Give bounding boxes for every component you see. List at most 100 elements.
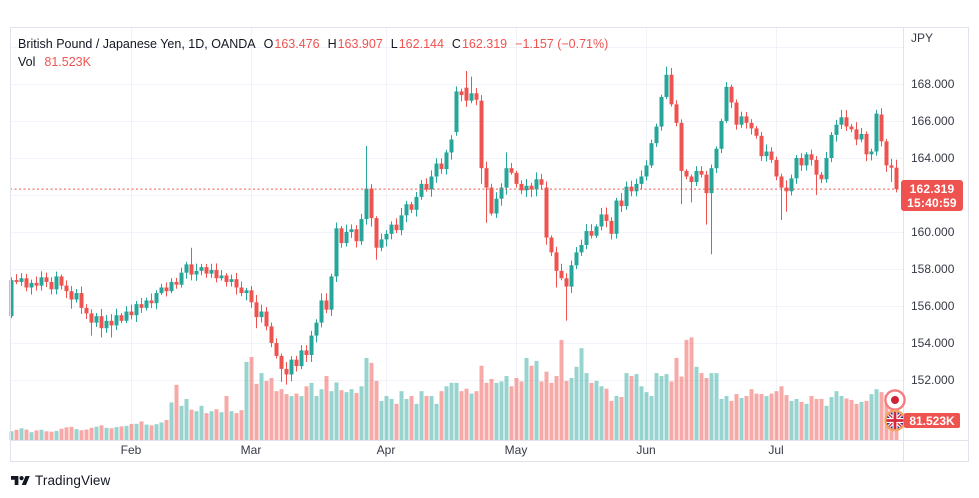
volume-bar bbox=[314, 396, 319, 440]
candle-body bbox=[609, 220, 614, 234]
volume-bar bbox=[494, 382, 499, 440]
volume-bar bbox=[814, 398, 819, 440]
volume-bar bbox=[864, 400, 869, 440]
candle-body bbox=[324, 300, 329, 310]
volume-bar bbox=[649, 396, 654, 440]
last-price-badge: 162.319 15:40:59 bbox=[901, 180, 963, 211]
volume-bar bbox=[764, 396, 769, 440]
volume-bar bbox=[454, 382, 459, 440]
time-axis-label: Jul bbox=[768, 443, 784, 457]
volume-bar bbox=[89, 427, 94, 440]
volume-bar bbox=[394, 403, 399, 440]
candle-body bbox=[729, 86, 734, 103]
candle-body bbox=[594, 226, 599, 236]
volume-bar bbox=[229, 411, 234, 440]
volume-bar bbox=[94, 426, 99, 440]
candle-body bbox=[184, 264, 189, 273]
candle-body bbox=[319, 300, 324, 323]
candle-body bbox=[479, 100, 484, 169]
volume-bar bbox=[689, 337, 694, 440]
symbol-title[interactable]: British Pound / Japanese Yen, 1D, OANDA bbox=[18, 37, 256, 51]
volume-bar bbox=[144, 424, 149, 440]
candle-body bbox=[414, 196, 419, 210]
price-tick-label: 166.000 bbox=[911, 114, 955, 128]
candle-body bbox=[94, 316, 99, 323]
candle-body bbox=[659, 96, 664, 127]
time-axis-label: Mar bbox=[240, 443, 262, 457]
volume-bar bbox=[839, 396, 844, 440]
volume-bar bbox=[674, 357, 679, 440]
candle-body bbox=[154, 293, 159, 304]
candle-body bbox=[579, 244, 584, 253]
time-axis-label: Apr bbox=[376, 443, 396, 457]
candle-body bbox=[249, 290, 254, 303]
candle-body bbox=[874, 113, 879, 152]
volume-bar bbox=[114, 427, 119, 440]
candle-body bbox=[244, 290, 249, 294]
candle-body bbox=[274, 343, 279, 356]
volume-bar bbox=[719, 398, 724, 440]
candle-body bbox=[59, 276, 64, 286]
volume-bar bbox=[799, 401, 804, 440]
candle-body bbox=[719, 121, 724, 149]
candle-body bbox=[854, 129, 859, 140]
candle-body bbox=[834, 124, 839, 135]
candle-body bbox=[504, 168, 509, 188]
volume-bar bbox=[604, 388, 609, 440]
tradingview-branding[interactable]: TradingView bbox=[11, 473, 110, 488]
candle-body bbox=[359, 219, 364, 242]
volume-bar bbox=[489, 378, 494, 440]
volume-bar bbox=[659, 376, 664, 440]
volume-bar bbox=[474, 391, 479, 440]
ohlc-open: O 163.476 bbox=[263, 37, 320, 51]
candle-body bbox=[454, 91, 459, 133]
candle-body bbox=[84, 307, 89, 314]
volume-bar bbox=[514, 377, 519, 440]
volume-bar bbox=[279, 389, 284, 440]
volume-bar bbox=[239, 410, 244, 440]
candle-body bbox=[704, 174, 709, 194]
volume-bar bbox=[634, 374, 639, 440]
volume-bar bbox=[9, 431, 14, 440]
candle-body bbox=[389, 224, 394, 234]
candle-body bbox=[49, 281, 54, 290]
candle-body bbox=[149, 300, 154, 304]
candle-body bbox=[294, 359, 299, 367]
volume-bar bbox=[559, 339, 564, 440]
candle-body bbox=[509, 168, 514, 173]
candle-body bbox=[424, 183, 429, 190]
candle-body bbox=[334, 228, 339, 277]
candle-body bbox=[114, 315, 119, 326]
volume-bar bbox=[24, 429, 29, 440]
volume-bar bbox=[534, 360, 539, 440]
volume-bar bbox=[579, 348, 584, 440]
candle-body bbox=[844, 117, 849, 127]
candle-body bbox=[484, 168, 489, 188]
bar-close-countdown: 15:40:59 bbox=[907, 195, 957, 210]
candle-body bbox=[449, 139, 454, 153]
volume-bar bbox=[564, 380, 569, 440]
volume-bar bbox=[224, 396, 229, 440]
volume-bar bbox=[669, 381, 674, 440]
volume-bar bbox=[479, 365, 484, 440]
volume-bar bbox=[664, 374, 669, 440]
volume-bar bbox=[214, 409, 219, 440]
volume-legend[interactable]: Vol 81.523K bbox=[18, 54, 91, 70]
candle-body bbox=[589, 231, 594, 236]
volume-bar bbox=[234, 413, 239, 440]
volume-bar bbox=[174, 384, 179, 440]
candle-body bbox=[864, 133, 869, 155]
symbol-legend[interactable]: British Pound / Japanese Yen, 1D, OANDA … bbox=[18, 36, 608, 52]
volume-bar bbox=[574, 366, 579, 440]
volume-bar bbox=[829, 397, 834, 440]
candle-body bbox=[259, 311, 264, 318]
candle-body bbox=[279, 355, 284, 369]
volume-bar bbox=[424, 396, 429, 440]
volume-bar bbox=[194, 411, 199, 440]
candle-body bbox=[199, 267, 204, 271]
volume-bar bbox=[179, 405, 184, 440]
candle-body bbox=[369, 188, 374, 219]
candle-body bbox=[439, 163, 444, 170]
